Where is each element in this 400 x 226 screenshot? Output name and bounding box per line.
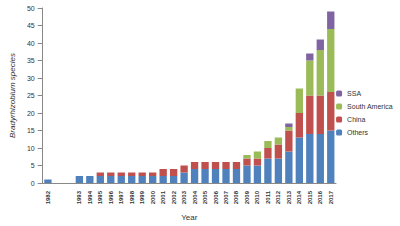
svg-text:15: 15 <box>27 127 35 134</box>
svg-text:2001: 2001 <box>160 190 166 204</box>
svg-text:25: 25 <box>27 92 35 99</box>
svg-text:1982: 1982 <box>45 190 51 204</box>
svg-text:2016: 2016 <box>317 190 323 204</box>
svg-text:1998: 1998 <box>129 190 135 204</box>
svg-text:2004: 2004 <box>192 190 198 204</box>
svg-text:Year: Year <box>181 213 198 222</box>
svg-text:Bradyrhizobium species: Bradyrhizobium species <box>8 53 17 138</box>
svg-text:45: 45 <box>27 22 35 29</box>
svg-text:2009: 2009 <box>244 190 250 204</box>
svg-text:1996: 1996 <box>108 190 114 204</box>
svg-text:20: 20 <box>27 110 35 117</box>
svg-text:2002: 2002 <box>171 190 177 204</box>
svg-text:35: 35 <box>27 57 35 64</box>
svg-text:1994: 1994 <box>87 190 93 204</box>
svg-text:China: China <box>347 116 365 123</box>
svg-text:40: 40 <box>27 40 35 47</box>
svg-text:2008: 2008 <box>233 190 239 204</box>
svg-text:1999: 1999 <box>139 190 145 204</box>
svg-text:South America: South America <box>347 103 393 110</box>
svg-text:1997: 1997 <box>118 190 124 204</box>
svg-text:2010: 2010 <box>254 190 260 204</box>
svg-text:SSA: SSA <box>347 90 361 97</box>
svg-text:10: 10 <box>27 145 35 152</box>
svg-text:2011: 2011 <box>265 190 271 204</box>
svg-text:2014: 2014 <box>296 190 302 204</box>
svg-text:2006: 2006 <box>213 190 219 204</box>
svg-text:2005: 2005 <box>202 190 208 204</box>
svg-text:2007: 2007 <box>223 190 229 204</box>
svg-text:2013: 2013 <box>286 190 292 204</box>
svg-text:30: 30 <box>27 75 35 82</box>
svg-text:1993: 1993 <box>76 190 82 204</box>
svg-text:2015: 2015 <box>307 190 313 204</box>
svg-text:1995: 1995 <box>97 190 103 204</box>
svg-text:50: 50 <box>27 5 35 12</box>
svg-text:2012: 2012 <box>275 190 281 204</box>
svg-text:2003: 2003 <box>181 190 187 204</box>
svg-text:0: 0 <box>31 180 35 187</box>
svg-text:2000: 2000 <box>150 190 156 204</box>
svg-text:Others: Others <box>347 129 369 136</box>
svg-text:5: 5 <box>31 162 35 169</box>
svg-text:2017: 2017 <box>328 190 334 204</box>
